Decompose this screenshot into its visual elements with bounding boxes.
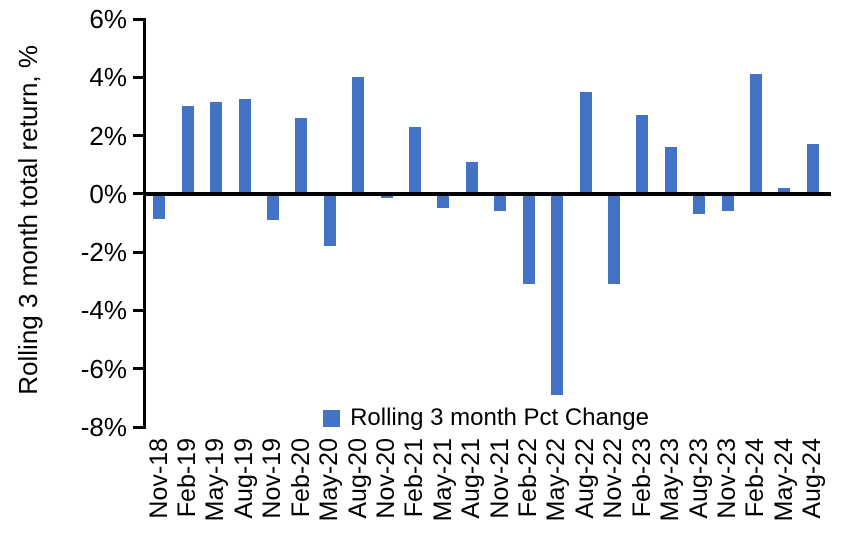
x-tick-label-container: May-19 (201, 438, 230, 538)
x-tick-label: Feb-23 (627, 438, 656, 518)
x-tick-label: May-19 (201, 438, 230, 522)
x-tick-label-container: Feb-21 (400, 438, 429, 538)
y-tick-label: 4% (89, 62, 127, 93)
y-tick (133, 425, 144, 429)
x-tick-label-container: May-23 (656, 438, 685, 538)
y-tick (133, 75, 144, 79)
x-tick-label: Feb-24 (741, 438, 770, 518)
y-tick-label: -6% (80, 353, 127, 384)
x-tick-label-container: Aug-19 (230, 438, 258, 538)
x-tick-label-container: Feb-20 (287, 438, 315, 538)
y-tick-label: -8% (80, 412, 127, 442)
y-tick-label: 0% (89, 178, 127, 209)
x-tick-label: Nov-18 (144, 438, 173, 519)
bar (238, 99, 251, 196)
x-tick-label: Feb-19 (173, 438, 202, 518)
legend: Rolling 3 month Pct Change (145, 402, 827, 434)
x-tick-label-container: Nov-20 (372, 438, 400, 538)
bar (579, 91, 592, 196)
x-tick-label: May-23 (656, 438, 685, 522)
x-tick-label: Nov-20 (371, 438, 400, 519)
x-tick-label-container: May-20 (315, 438, 344, 538)
bar (607, 193, 620, 285)
x-tick-label-container: Aug-20 (344, 438, 372, 538)
bar (210, 102, 222, 196)
x-tick-label: May-21 (428, 438, 457, 522)
bar (664, 147, 677, 196)
zero-axis-line (143, 191, 831, 196)
bar (636, 115, 649, 196)
y-tick-label: -2% (80, 237, 127, 268)
x-tick-label-container: Feb-22 (514, 438, 542, 538)
bar (380, 193, 393, 199)
x-tick-label-container: May-21 (429, 438, 457, 538)
x-tick-label: Aug-21 (457, 438, 486, 519)
x-tick-label: Aug-22 (570, 438, 599, 519)
x-tick-label: Aug-23 (684, 438, 713, 519)
bar (352, 77, 365, 196)
bar (323, 193, 336, 247)
y-tick (133, 308, 144, 312)
y-tick (133, 367, 144, 371)
x-tick-label: Nov-22 (599, 438, 628, 519)
bar (551, 193, 563, 395)
x-tick-label: May-22 (542, 438, 571, 522)
bar (437, 193, 450, 209)
x-tick-label-container: May-24 (770, 438, 798, 538)
x-tick-label: Feb-20 (286, 438, 315, 518)
bar (266, 193, 279, 221)
y-tick (133, 250, 144, 254)
x-tick-label-container: Feb-23 (628, 438, 656, 538)
bar (494, 193, 507, 212)
y-tick-label: 2% (89, 120, 127, 151)
bar (750, 74, 762, 196)
y-tick-label: -4% (80, 295, 127, 326)
y-axis-title-container: Rolling 3 month total return, % (6, 10, 50, 430)
x-tick-label-container: Aug-23 (685, 438, 713, 538)
x-tick-label: Feb-22 (514, 438, 543, 518)
y-axis-line (143, 17, 146, 429)
x-tick-label-container: Nov-18 (145, 438, 173, 538)
y-axis-title: Rolling 3 month total return, % (12, 45, 43, 395)
legend-swatch-icon (323, 409, 341, 427)
x-tick-label: Feb-21 (400, 438, 429, 518)
x-tick-label-container: May-22 (542, 438, 571, 538)
x-tick-label-container: Aug-24 (798, 438, 827, 538)
bar (409, 126, 421, 196)
x-tick-label: Aug-20 (343, 438, 372, 519)
bar (153, 193, 166, 219)
bar (295, 118, 308, 196)
x-tick-label-container: Feb-24 (741, 438, 770, 538)
bar (181, 106, 194, 196)
x-tick-label: Nov-19 (258, 438, 287, 519)
bar (806, 144, 819, 196)
x-tick-label-container: Aug-22 (571, 438, 599, 538)
bar (465, 161, 478, 196)
bar (693, 193, 706, 215)
x-tick-label-container: Nov-23 (713, 438, 741, 538)
y-tick-label: 6% (89, 4, 127, 34)
x-tick-label: May-20 (315, 438, 344, 522)
y-tick (133, 134, 144, 138)
x-tick-label-container: Aug-21 (457, 438, 486, 538)
legend-label: Rolling 3 month Pct Change (350, 404, 649, 431)
bar (522, 193, 535, 285)
x-tick-label-container: Nov-19 (258, 438, 287, 538)
x-tick-label: Aug-24 (798, 438, 827, 519)
x-tick-label: Nov-21 (485, 438, 514, 519)
x-tick-label: May-24 (769, 438, 798, 522)
x-tick-label-container: Feb-19 (173, 438, 201, 538)
x-tick-label-container: Nov-21 (486, 438, 514, 538)
x-tick-label-container: Nov-22 (599, 438, 628, 538)
y-tick (133, 17, 144, 21)
x-tick-label: Nov-23 (712, 438, 741, 519)
y-tick (133, 192, 144, 196)
x-tick-label: Aug-19 (229, 438, 258, 519)
bar (721, 193, 734, 212)
